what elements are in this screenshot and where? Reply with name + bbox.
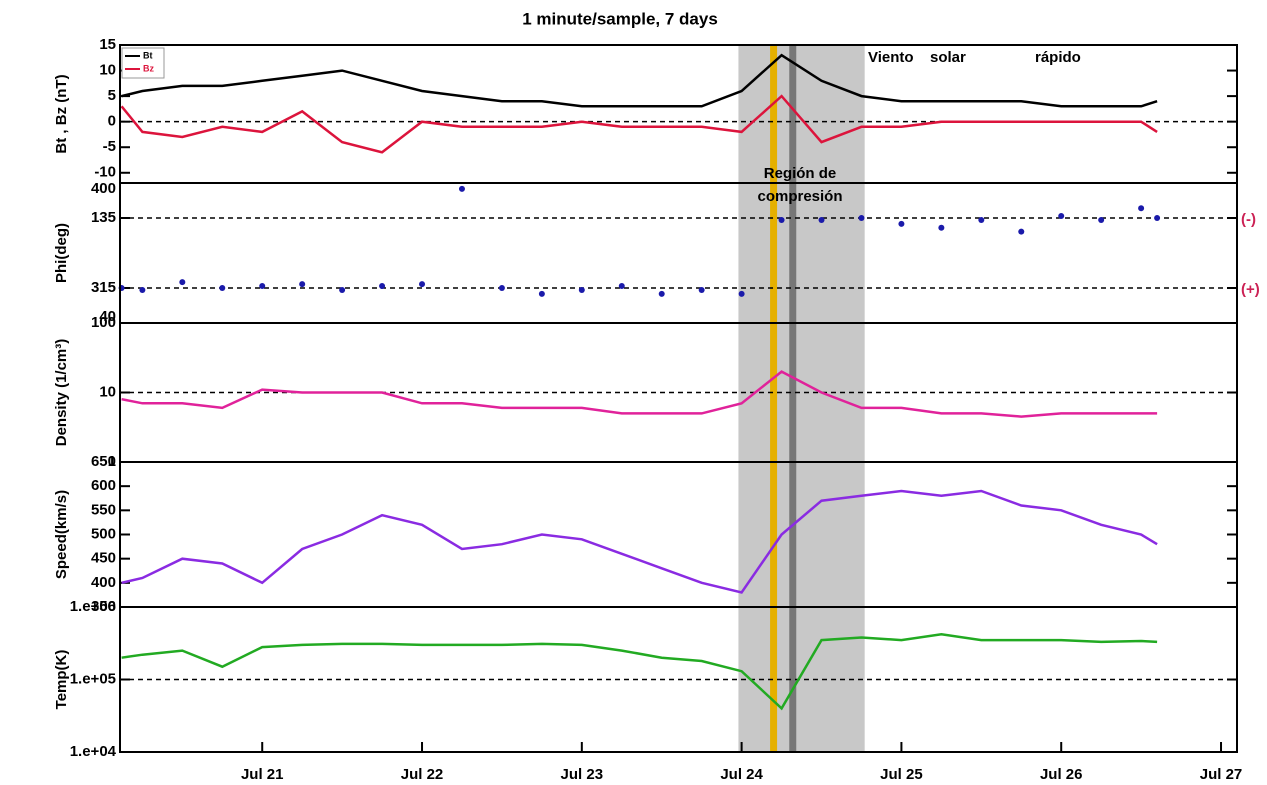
y-end-label: 400 bbox=[91, 180, 116, 197]
y-tick-label: -10 bbox=[94, 164, 116, 181]
data-point bbox=[938, 224, 945, 231]
data-point bbox=[978, 216, 985, 223]
data-point bbox=[498, 285, 505, 291]
data-point bbox=[339, 286, 346, 293]
x-tick-label: Jul 26 bbox=[1040, 766, 1083, 783]
data-point bbox=[379, 283, 386, 290]
annotation: solar bbox=[930, 49, 966, 66]
y-axis-label: Temp(K) bbox=[53, 650, 70, 710]
y-tick-label: 10 bbox=[99, 62, 116, 79]
y-axis-label: Phi(deg) bbox=[53, 223, 70, 283]
y-tick-label: 0 bbox=[108, 113, 116, 130]
annotation: Región de bbox=[764, 165, 837, 182]
data-point bbox=[1154, 215, 1161, 221]
x-tick-label: Jul 25 bbox=[880, 766, 923, 783]
annotation: rápido bbox=[1035, 49, 1081, 66]
data-point bbox=[219, 285, 226, 291]
legend-label: Bt bbox=[143, 50, 153, 60]
y-tick-label: 15 bbox=[99, 36, 116, 53]
panel-frame bbox=[119, 606, 1238, 753]
data-point bbox=[538, 290, 545, 297]
data-line bbox=[121, 370, 1158, 418]
data-point bbox=[299, 281, 306, 288]
data-point bbox=[259, 283, 266, 290]
side-label: (-) bbox=[1241, 211, 1256, 228]
data-point bbox=[1058, 213, 1065, 220]
data-point bbox=[578, 286, 585, 293]
y-axis-label: Speed(km/s) bbox=[53, 490, 70, 579]
data-point bbox=[1138, 205, 1145, 212]
y-tick-label: 1.e+04 bbox=[70, 743, 117, 760]
y-axis-label: Density (1/cm³) bbox=[53, 339, 70, 447]
y-tick-label: 100 bbox=[91, 314, 116, 331]
y-tick-label: 550 bbox=[91, 501, 116, 518]
y-axis-label: Bt , Bz (nT) bbox=[53, 74, 70, 153]
panel-frame bbox=[119, 461, 1238, 608]
legend-box bbox=[121, 47, 165, 79]
data-point bbox=[818, 216, 825, 223]
y-tick-label: 400 bbox=[91, 574, 116, 591]
y-tick-label: 600 bbox=[91, 477, 116, 494]
data-point bbox=[738, 290, 745, 297]
data-point bbox=[778, 216, 785, 223]
data-point bbox=[658, 290, 665, 297]
x-tick-label: Jul 23 bbox=[561, 766, 604, 783]
data-point bbox=[898, 220, 905, 227]
data-point bbox=[179, 279, 186, 286]
y-tick-label: 5 bbox=[108, 87, 116, 104]
data-line bbox=[121, 633, 1158, 711]
y-tick-label: 450 bbox=[91, 550, 116, 567]
data-point bbox=[858, 215, 865, 221]
y-tick-label: 1.e+06 bbox=[70, 598, 116, 615]
data-line bbox=[121, 489, 1158, 594]
data-point bbox=[618, 283, 625, 290]
data-point bbox=[1018, 228, 1025, 235]
y-tick-label: 315 bbox=[91, 279, 116, 296]
chart-title: 1 minute/sample, 7 days bbox=[522, 9, 718, 28]
data-point bbox=[139, 286, 146, 293]
data-point bbox=[1098, 216, 1105, 223]
y-tick-label: 650 bbox=[91, 453, 116, 470]
x-tick-label: Jul 21 bbox=[241, 766, 284, 783]
legend-label: Bz bbox=[143, 63, 154, 73]
y-tick-label: 10 bbox=[99, 383, 116, 400]
data-point bbox=[458, 185, 465, 192]
annotation: compresión bbox=[757, 188, 842, 205]
x-tick-label: Jul 27 bbox=[1200, 766, 1243, 783]
y-end-label: 40 bbox=[99, 308, 116, 325]
y-tick-label: 135 bbox=[91, 209, 116, 226]
data-point bbox=[419, 281, 426, 288]
y-tick-label: 350 bbox=[91, 598, 116, 615]
data-line bbox=[121, 53, 1158, 108]
x-tick-label: Jul 22 bbox=[401, 766, 444, 783]
y-tick-label: -5 bbox=[103, 138, 116, 155]
annotation: Viento bbox=[868, 49, 914, 66]
data-line bbox=[120, 94, 1158, 154]
y-tick-label: 1.e+05 bbox=[70, 670, 116, 687]
highlight-band bbox=[738, 45, 865, 752]
panel-frame bbox=[119, 182, 1238, 324]
side-label: (+) bbox=[1241, 281, 1260, 298]
y-tick-label: 1 bbox=[108, 453, 116, 470]
y-tick-label: 500 bbox=[91, 525, 116, 542]
data-point bbox=[698, 286, 705, 293]
x-tick-label: Jul 24 bbox=[720, 766, 763, 783]
